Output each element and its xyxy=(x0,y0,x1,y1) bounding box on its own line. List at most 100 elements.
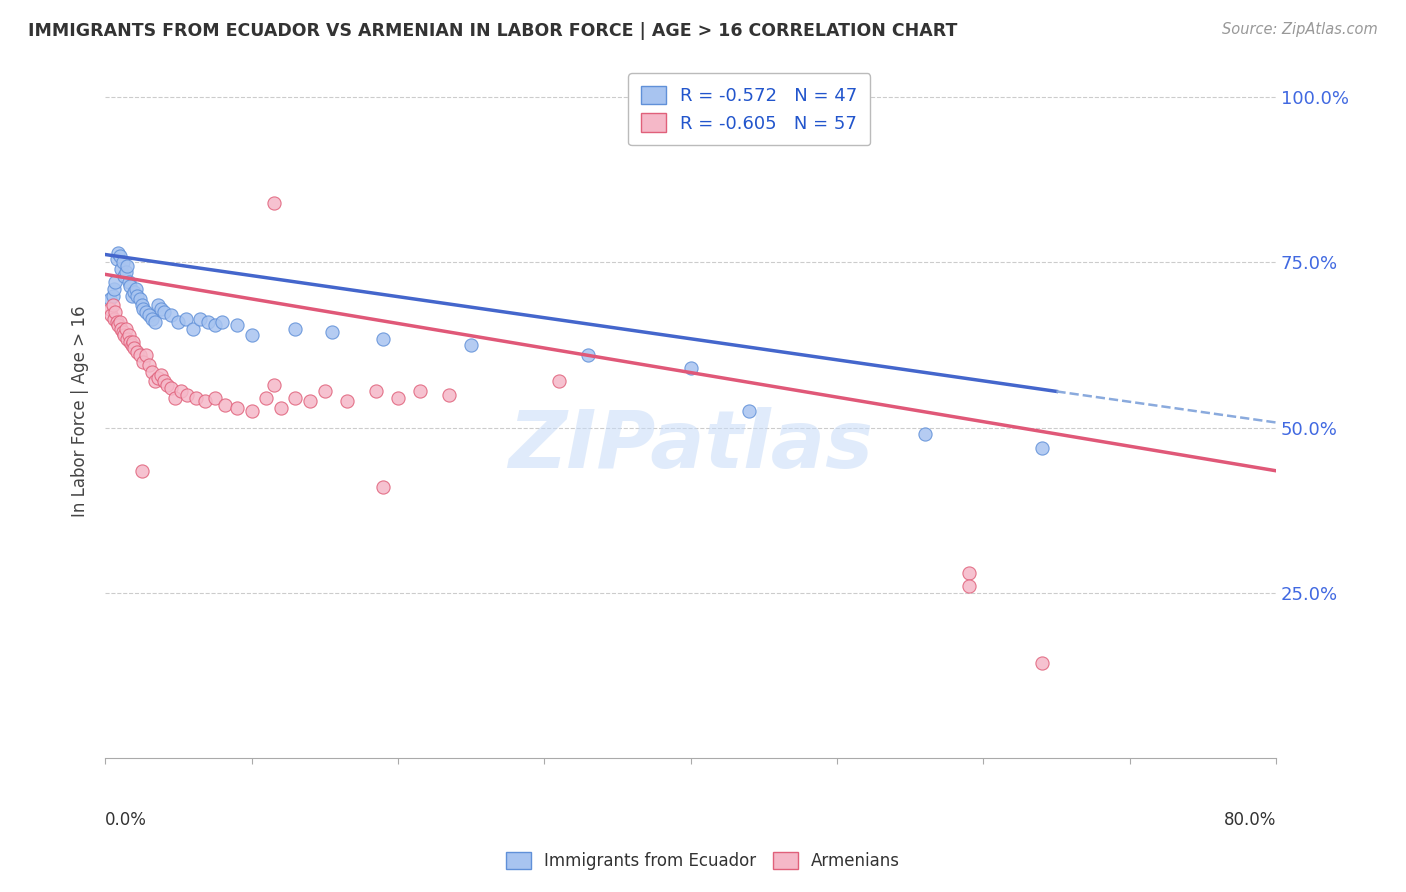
Point xyxy=(547,375,569,389)
Point xyxy=(127,344,149,359)
Point xyxy=(111,325,134,339)
Point xyxy=(176,388,198,402)
Point xyxy=(135,348,157,362)
Point xyxy=(957,579,980,593)
Point xyxy=(115,331,138,345)
Point xyxy=(131,298,153,312)
Point xyxy=(373,331,395,345)
Point xyxy=(104,275,127,289)
Point xyxy=(914,427,936,442)
Point xyxy=(321,325,343,339)
Point xyxy=(181,321,204,335)
Point xyxy=(373,480,395,494)
Point xyxy=(284,321,307,335)
Point xyxy=(160,309,183,323)
Point xyxy=(1031,441,1053,455)
Point xyxy=(226,318,249,333)
Point xyxy=(204,318,226,333)
Point xyxy=(110,262,132,277)
Point xyxy=(263,196,285,211)
Point xyxy=(103,282,125,296)
Point xyxy=(127,288,149,302)
Point xyxy=(100,309,122,323)
Point xyxy=(149,368,172,382)
Point xyxy=(194,394,217,409)
Text: IMMIGRANTS FROM ECUADOR VS ARMENIAN IN LABOR FORCE | AGE > 16 CORRELATION CHART: IMMIGRANTS FROM ECUADOR VS ARMENIAN IN L… xyxy=(28,22,957,40)
Point xyxy=(121,288,143,302)
Point xyxy=(364,384,387,399)
Point xyxy=(738,404,761,418)
Point xyxy=(135,305,157,319)
Point xyxy=(152,305,174,319)
Text: 80.0%: 80.0% xyxy=(1223,811,1277,829)
Point xyxy=(160,381,183,395)
Point xyxy=(114,321,136,335)
Point xyxy=(214,398,236,412)
Point xyxy=(132,301,155,316)
Point xyxy=(120,278,142,293)
Point xyxy=(112,328,135,343)
Point xyxy=(101,288,124,302)
Point xyxy=(204,391,226,405)
Point xyxy=(112,268,135,283)
Point xyxy=(107,245,129,260)
Point xyxy=(110,321,132,335)
Point xyxy=(124,285,146,300)
Point xyxy=(149,301,172,316)
Point xyxy=(124,342,146,356)
Point xyxy=(152,375,174,389)
Point xyxy=(120,334,142,349)
Point xyxy=(138,358,160,372)
Point xyxy=(98,292,121,306)
Point xyxy=(957,566,980,581)
Point xyxy=(679,361,702,376)
Point xyxy=(107,318,129,333)
Point xyxy=(184,391,207,405)
Point xyxy=(108,249,131,263)
Point xyxy=(240,328,263,343)
Point xyxy=(129,292,152,306)
Point xyxy=(143,375,166,389)
Point xyxy=(98,301,121,316)
Point xyxy=(129,348,152,362)
Point xyxy=(156,377,179,392)
Point xyxy=(101,298,124,312)
Point xyxy=(122,334,145,349)
Text: ZIPatlas: ZIPatlas xyxy=(508,407,873,485)
Point xyxy=(170,384,193,399)
Point xyxy=(111,255,134,269)
Point xyxy=(1031,656,1053,670)
Y-axis label: In Labor Force | Age > 16: In Labor Force | Age > 16 xyxy=(72,305,89,517)
Point xyxy=(117,275,139,289)
Point xyxy=(103,311,125,326)
Point xyxy=(437,388,460,402)
Point xyxy=(131,464,153,478)
Point xyxy=(226,401,249,415)
Text: Source: ZipAtlas.com: Source: ZipAtlas.com xyxy=(1222,22,1378,37)
Point xyxy=(314,384,336,399)
Point xyxy=(141,311,163,326)
Text: 0.0%: 0.0% xyxy=(105,811,148,829)
Point xyxy=(263,377,285,392)
Point xyxy=(188,311,211,326)
Point xyxy=(299,394,322,409)
Point xyxy=(105,252,128,267)
Point xyxy=(132,354,155,368)
Point xyxy=(270,401,292,415)
Point xyxy=(138,309,160,323)
Point xyxy=(284,391,307,405)
Point xyxy=(387,391,409,405)
Point xyxy=(108,315,131,329)
Legend: R = -0.572   N = 47, R = -0.605   N = 57: R = -0.572 N = 47, R = -0.605 N = 57 xyxy=(628,73,870,145)
Point xyxy=(336,394,359,409)
Point xyxy=(125,282,148,296)
Point xyxy=(114,265,136,279)
Point xyxy=(460,338,482,352)
Point xyxy=(146,371,169,385)
Point xyxy=(146,298,169,312)
Point xyxy=(117,328,139,343)
Point xyxy=(576,348,599,362)
Point xyxy=(105,315,128,329)
Point xyxy=(115,259,138,273)
Point xyxy=(240,404,263,418)
